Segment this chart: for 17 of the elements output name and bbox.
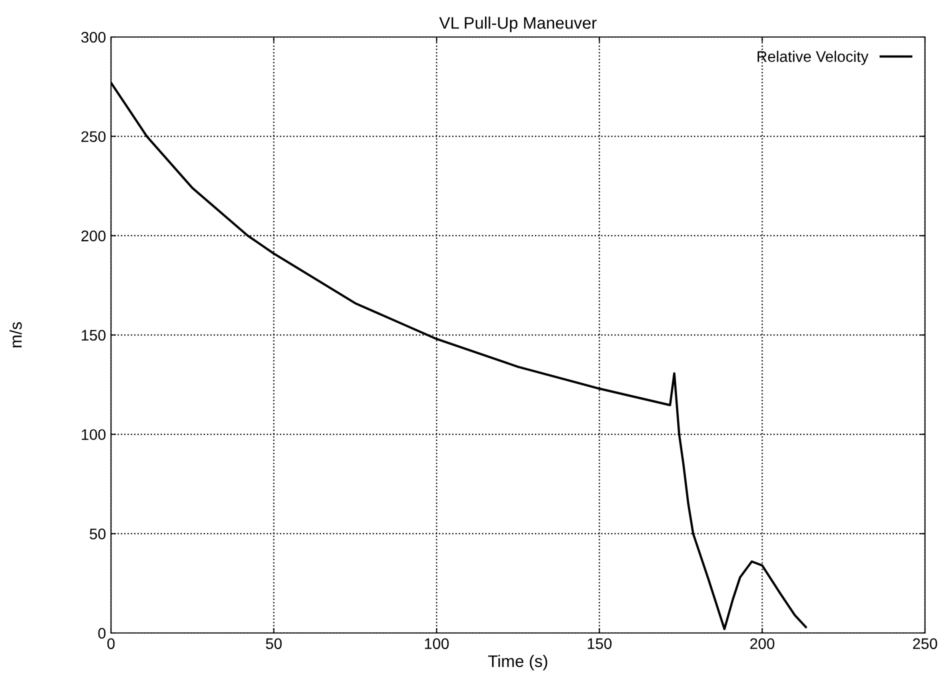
- x-tick-label: 150: [588, 638, 612, 650]
- x-tick-label: 100: [425, 638, 449, 650]
- y-tick-label: 150: [82, 330, 106, 341]
- y-tick-label: 200: [81, 230, 106, 242]
- y-axis-title: m/s: [10, 322, 22, 348]
- x-tick-label: 250: [913, 638, 938, 650]
- legend-label: Relative Velocity: [758, 50, 868, 65]
- y-tick-label: 0: [98, 628, 106, 639]
- chart-title: VL Pull-Up Maneuver: [439, 16, 597, 32]
- y-tick-label: 250: [81, 131, 106, 142]
- x-tick-label: 50: [266, 638, 282, 650]
- x-axis-title: Time (s): [488, 654, 548, 670]
- y-tick-label: 300: [81, 32, 106, 43]
- x-tick-label: 200: [750, 638, 774, 650]
- y-tick-label: 100: [82, 429, 106, 440]
- y-tick-label: 50: [90, 528, 106, 540]
- x-tick-label: 0: [107, 638, 115, 650]
